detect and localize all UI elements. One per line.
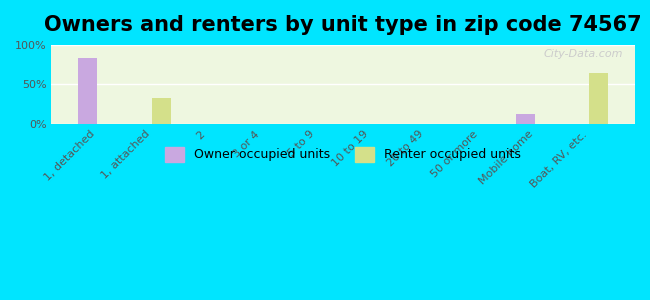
Bar bbox=[78, 58, 97, 124]
Bar bbox=[515, 114, 535, 124]
Bar bbox=[152, 98, 171, 124]
Text: City-Data.com: City-Data.com bbox=[544, 49, 623, 59]
Bar bbox=[590, 73, 608, 124]
Title: Owners and renters by unit type in zip code 74567: Owners and renters by unit type in zip c… bbox=[44, 15, 642, 35]
Legend: Owner occupied units, Renter occupied units: Owner occupied units, Renter occupied un… bbox=[161, 142, 526, 167]
